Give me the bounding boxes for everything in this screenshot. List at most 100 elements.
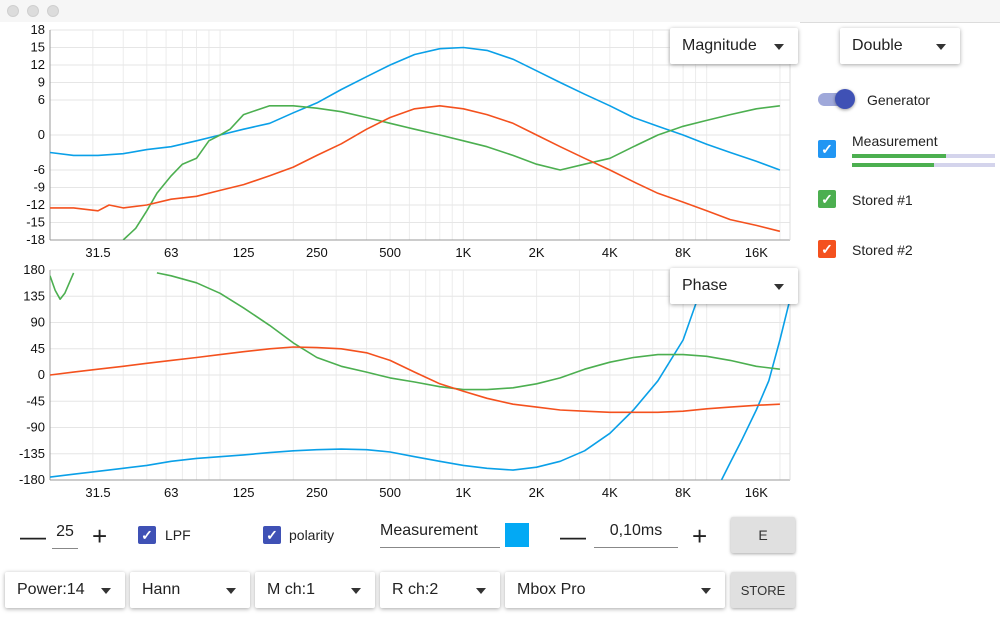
magnitude-y-tick-label: -18 <box>26 232 45 247</box>
magnitude-y-tick-label: -12 <box>26 197 45 212</box>
chevron-down-icon <box>936 44 946 50</box>
magnitude-y-tick-label: 15 <box>31 40 45 55</box>
mode-dropdown[interactable]: Double <box>840 28 960 64</box>
level-meter-2 <box>852 163 995 167</box>
magnitude-x-tick-label: 4K <box>602 245 618 260</box>
magnitude-series-line-2 <box>50 105 781 233</box>
e-button[interactable]: E <box>731 517 795 553</box>
chevron-down-icon <box>476 588 486 594</box>
magnitude-y-tick-label: 0 <box>38 127 45 142</box>
magnitude-plot[interactable]: 18 15 12 9 6 0 -6 -9 -12 -15 -18 31.5 63 125 250 500 1K 2… <box>0 22 800 262</box>
stored1-label: Stored #1 <box>852 192 913 208</box>
magnitude-grid <box>49 29 790 241</box>
averaging-decrement-button[interactable]: — <box>20 521 46 551</box>
stored2-checkbox[interactable]: ✓ <box>818 240 836 258</box>
magnitude-x-tick-label: 1K <box>455 245 471 260</box>
phase-y-tick-label: -90 <box>26 420 45 435</box>
phase-x-tick-label: 8K <box>675 485 691 500</box>
power-dropdown[interactable]: Power:14 <box>5 572 125 608</box>
power-value: Power:14 <box>17 581 85 598</box>
measurement-checkbox[interactable]: ✓ <box>818 140 836 158</box>
measurement-channel-dropdown[interactable]: M ch:1 <box>255 572 375 608</box>
window-function-dropdown[interactable]: Hann <box>130 572 250 608</box>
window-function-value: Hann <box>142 581 181 598</box>
lpf-checkbox[interactable]: ✓ <box>138 526 156 544</box>
minimize-window-button[interactable] <box>27 5 39 17</box>
magnitude-series-line-1 <box>122 105 781 240</box>
phase-x-tick-label: 16K <box>745 485 768 500</box>
phase-x-tick-label: 31.5 <box>85 485 110 500</box>
delay-decrement-button[interactable]: — <box>560 521 586 551</box>
magnitude-series <box>50 46 781 240</box>
phase-view-dropdown[interactable]: Phase <box>670 268 798 304</box>
close-window-button[interactable] <box>7 5 19 17</box>
magnitude-y-tick-label: 18 <box>31 22 45 37</box>
trace-color-swatch[interactable] <box>505 523 529 547</box>
reference-channel-value: R ch:2 <box>392 581 439 598</box>
phase-y-tick-label: 45 <box>31 341 45 356</box>
magnitude-series-line-0 <box>50 46 781 171</box>
stored1-checkbox[interactable]: ✓ <box>818 190 836 208</box>
phase-series-line-0 <box>50 272 708 478</box>
check-icon: ✓ <box>141 527 153 543</box>
magnitude-x-tick-label: 8K <box>675 245 691 260</box>
phase-x-tick-label: 125 <box>233 485 255 500</box>
stored2-label: Stored #2 <box>852 242 913 258</box>
reference-channel-dropdown[interactable]: R ch:2 <box>380 572 500 608</box>
magnitude-y-tick-label: -9 <box>33 180 45 195</box>
averaging-input[interactable]: 25 <box>52 523 78 549</box>
check-icon: ✓ <box>266 527 278 543</box>
store-button[interactable]: STORE <box>731 572 795 608</box>
measurement-label: Measurement <box>852 133 938 149</box>
level-meter-1-fill <box>852 154 947 158</box>
magnitude-x-tick-label: 250 <box>306 245 328 260</box>
delay-input[interactable]: 0,10ms <box>594 522 678 548</box>
phase-y-tick-label: 135 <box>23 288 45 303</box>
phase-y-tick-label: 0 <box>38 367 45 382</box>
phase-y-tick-label: 180 <box>23 262 45 277</box>
generator-toggle-knob[interactable] <box>835 89 855 109</box>
level-meter-2-fill <box>852 163 934 167</box>
chevron-down-icon <box>774 44 784 50</box>
magnitude-chart: 18 15 12 9 6 0 -6 -9 -12 -15 -18 31.5 63 125 250 500 1K 2… <box>26 22 791 260</box>
phase-series <box>50 272 790 480</box>
phase-x-tick-label: 250 <box>306 485 328 500</box>
audio-device-value: Mbox Pro <box>517 581 586 598</box>
chevron-down-icon <box>101 588 111 594</box>
chevron-down-icon <box>774 284 784 290</box>
magnitude-view-value: Magnitude <box>682 37 757 54</box>
window-titlebar <box>0 0 1000 23</box>
magnitude-x-tick-label: 125 <box>233 245 255 260</box>
zoom-window-button[interactable] <box>47 5 59 17</box>
averaging-increment-button[interactable]: + <box>92 521 108 551</box>
magnitude-x-tick-label: 16K <box>745 245 768 260</box>
level-meter-1 <box>852 154 995 158</box>
phase-plot[interactable]: 180 135 90 45 0 -45 -90 -135 -180 31.5 63 125 250 500… <box>0 262 800 502</box>
phase-x-tick-label: 63 <box>164 485 178 500</box>
check-icon: ✓ <box>821 191 833 207</box>
magnitude-y-tick-label: 6 <box>38 92 45 107</box>
check-icon: ✓ <box>821 141 833 157</box>
polarity-label: polarity <box>289 527 335 543</box>
phase-y-tick-label: -180 <box>19 472 45 487</box>
magnitude-y-tick-label: 9 <box>38 75 45 90</box>
phase-series-line-3 <box>156 272 780 391</box>
phase-view-value: Phase <box>682 277 728 294</box>
phase-series-line-2 <box>50 272 75 301</box>
chevron-down-icon <box>226 588 236 594</box>
trace-name-input[interactable]: Measurement <box>380 522 500 548</box>
phase-y-tick-label: -135 <box>19 446 45 461</box>
phase-x-tick-label: 2K <box>529 485 545 500</box>
magnitude-x-tick-label: 2K <box>529 245 545 260</box>
delay-increment-button[interactable]: + <box>692 521 708 551</box>
audio-device-dropdown[interactable]: Mbox Pro <box>505 572 725 608</box>
magnitude-x-tick-label: 31.5 <box>85 245 110 260</box>
phase-x-tick-label: 1K <box>455 485 471 500</box>
phase-x-tick-label: 4K <box>602 485 618 500</box>
phase-x-tick-label: 500 <box>379 485 401 500</box>
polarity-checkbox[interactable]: ✓ <box>263 526 281 544</box>
chevron-down-icon <box>701 588 711 594</box>
phase-chart: 180 135 90 45 0 -45 -90 -135 -180 31.5 63 125 250 500… <box>19 262 791 500</box>
magnitude-view-dropdown[interactable]: Magnitude <box>670 28 798 64</box>
magnitude-x-tick-label: 63 <box>164 245 178 260</box>
